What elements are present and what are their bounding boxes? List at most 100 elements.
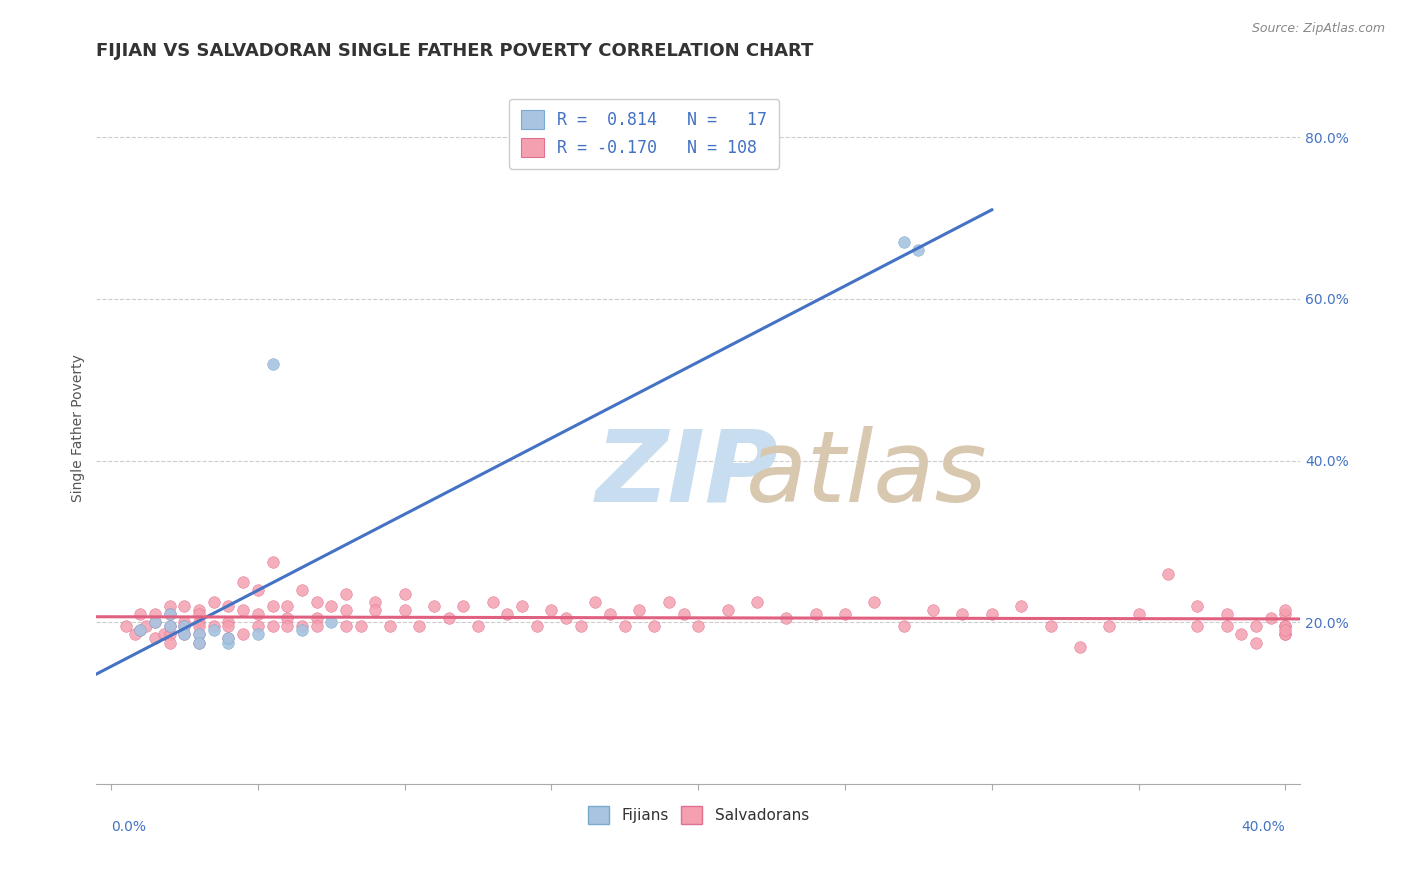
Point [688, 619, 710, 633]
Point [1010, 599, 1032, 614]
Point [1274, 619, 1296, 633]
Point [143, 632, 166, 646]
Point [526, 619, 548, 633]
Point [922, 603, 945, 617]
Point [1274, 627, 1296, 641]
Point [217, 635, 239, 649]
Text: Source: ZipAtlas.com: Source: ZipAtlas.com [1251, 22, 1385, 36]
Text: atlas: atlas [747, 426, 988, 523]
Point [1230, 627, 1253, 641]
Point [173, 627, 195, 641]
Point [173, 619, 195, 633]
Text: 40.0%: 40.0% [1241, 820, 1285, 834]
Point [159, 599, 181, 614]
Point [467, 619, 489, 633]
Point [1098, 619, 1121, 633]
Point [159, 607, 181, 622]
Point [349, 619, 371, 633]
Point [188, 635, 211, 649]
Point [1215, 607, 1237, 622]
Point [129, 607, 152, 622]
Point [510, 599, 533, 614]
Point [262, 357, 284, 371]
Point [305, 619, 328, 633]
Point [423, 599, 446, 614]
Point [1274, 603, 1296, 617]
Point [291, 582, 314, 597]
Point [262, 555, 284, 569]
Point [232, 603, 254, 617]
Point [232, 627, 254, 641]
Point [408, 619, 430, 633]
Point [834, 607, 856, 622]
Point [907, 244, 929, 258]
Point [335, 619, 357, 633]
Point [1039, 619, 1062, 633]
Point [585, 595, 607, 609]
Point [217, 632, 239, 646]
Point [305, 611, 328, 625]
Point [599, 607, 621, 622]
Point [364, 603, 387, 617]
Point [276, 619, 298, 633]
Point [173, 627, 195, 641]
Point [188, 635, 211, 649]
Point [672, 607, 695, 622]
Point [173, 599, 195, 614]
Point [893, 235, 915, 250]
Point [1274, 627, 1296, 641]
Point [1274, 607, 1296, 622]
Point [1069, 640, 1091, 654]
Point [276, 599, 298, 614]
Point [124, 627, 146, 641]
Point [716, 603, 738, 617]
Point [305, 595, 328, 609]
Point [496, 607, 519, 622]
Point [188, 607, 211, 622]
Point [159, 619, 181, 633]
Point [232, 574, 254, 589]
Point [159, 635, 181, 649]
Point [202, 595, 225, 609]
Point [159, 627, 181, 641]
Point [453, 599, 475, 614]
Point [643, 619, 665, 633]
Point [1128, 607, 1150, 622]
Point [1187, 599, 1209, 614]
Point [114, 619, 136, 633]
Point [481, 595, 503, 609]
Point [745, 595, 768, 609]
Point [569, 619, 592, 633]
Point [143, 615, 166, 630]
Point [555, 611, 578, 625]
Point [394, 603, 416, 617]
Legend: Fijians, Salvadorans: Fijians, Salvadorans [582, 800, 815, 830]
Point [262, 619, 284, 633]
Point [321, 615, 343, 630]
Point [159, 607, 181, 622]
Point [364, 595, 387, 609]
Point [658, 595, 681, 609]
Point [143, 607, 166, 622]
Point [1274, 619, 1296, 633]
Point [135, 619, 157, 633]
Point [143, 615, 166, 630]
Point [188, 615, 211, 630]
Point [246, 619, 269, 633]
Point [188, 603, 211, 617]
Point [202, 624, 225, 638]
Point [628, 603, 651, 617]
Point [291, 619, 314, 633]
Point [394, 587, 416, 601]
Point [217, 599, 239, 614]
Text: ZIP: ZIP [596, 426, 779, 523]
Point [804, 607, 827, 622]
Point [1244, 635, 1267, 649]
Point [321, 599, 343, 614]
Point [1244, 619, 1267, 633]
Point [1157, 566, 1180, 581]
Point [129, 624, 152, 638]
Point [378, 619, 401, 633]
Point [1187, 619, 1209, 633]
Point [1215, 619, 1237, 633]
